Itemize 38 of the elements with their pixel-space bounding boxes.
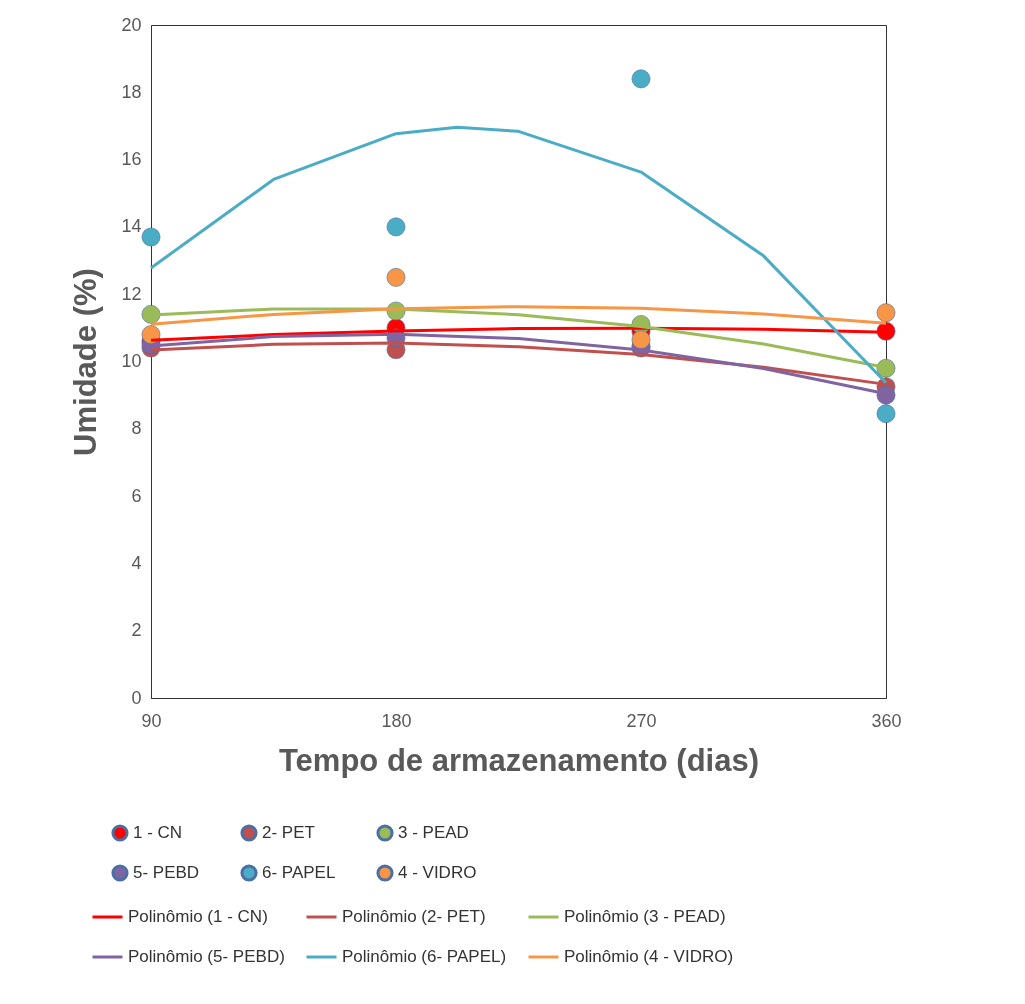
y-tick-label: 18 — [121, 81, 142, 102]
y-tick-label: 14 — [121, 216, 142, 237]
legend-label: Polinômio (3 - PEAD) — [564, 907, 726, 926]
legend-label: Polinômio (5- PEBD) — [128, 947, 285, 966]
point — [876, 404, 896, 424]
y-tick-label: 4 — [131, 552, 142, 573]
y-tick-label: 12 — [121, 283, 142, 304]
legend-label: Polinômio (2- PET) — [342, 907, 486, 926]
legend-label: 2- PET — [262, 823, 315, 842]
y-tick-label: 8 — [131, 418, 142, 439]
y-tick-label: 16 — [121, 149, 142, 170]
x-tick-label: 360 — [871, 710, 902, 731]
point — [141, 305, 161, 324]
x-tick-label: 90 — [141, 710, 162, 731]
legend-label: 3 - PEAD — [398, 823, 469, 842]
y-tick-label: 6 — [131, 485, 142, 506]
legend-label: 1 - CN — [133, 823, 183, 842]
legend-label: Polinômio (4 - VIDRO) — [564, 947, 734, 966]
point — [876, 385, 896, 405]
legend-label: 6- PAPEL — [262, 863, 336, 882]
x-axis-title: Tempo de armazenamento (dias) — [278, 742, 760, 778]
x-tick-label: 180 — [381, 710, 412, 731]
legend-label: Polinômio (6- PAPEL) — [342, 947, 507, 966]
y-tick-label: 20 — [121, 14, 142, 35]
y-tick-label: 10 — [121, 351, 142, 371]
legend-label: Polinômio (1 - CN) — [128, 907, 268, 926]
y-tick-label: 2 — [131, 620, 142, 641]
legend-label: 4 - VIDRO — [398, 863, 477, 882]
point — [876, 358, 896, 378]
point — [631, 69, 651, 89]
point — [386, 217, 406, 237]
x-tick-label: 270 — [626, 710, 657, 731]
point — [141, 227, 161, 247]
y-tick-label: 0 — [131, 687, 142, 708]
point — [386, 268, 406, 287]
legend-label: 5- PEBD — [133, 863, 200, 882]
y-axis-title: Umidade (%) — [68, 268, 104, 456]
point — [876, 303, 896, 323]
